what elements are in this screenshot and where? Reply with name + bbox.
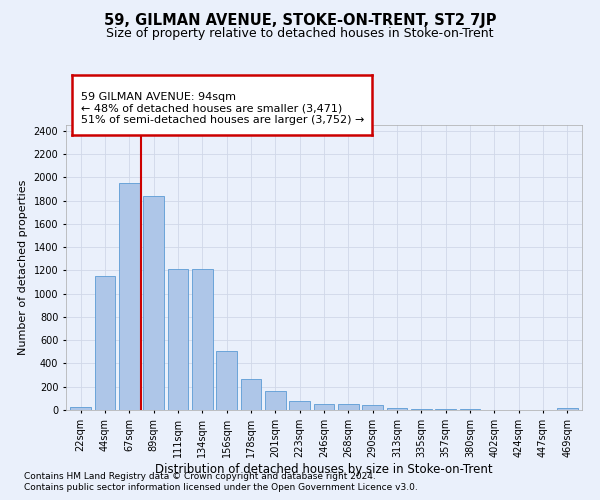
Text: Contains public sector information licensed under the Open Government Licence v3: Contains public sector information licen… (24, 484, 418, 492)
Bar (241, 379, 262, 410)
Y-axis label: Number of detached properties: Number of detached properties (18, 180, 28, 355)
Bar (143, 196, 164, 410)
Bar (119, 183, 140, 410)
Bar (557, 408, 578, 410)
Bar (95, 276, 115, 410)
Bar (289, 400, 310, 410)
X-axis label: Distribution of detached houses by size in Stoke-on-Trent: Distribution of detached houses by size … (155, 462, 493, 475)
Text: Size of property relative to detached houses in Stoke-on-Trent: Size of property relative to detached ho… (106, 28, 494, 40)
Bar (362, 406, 383, 410)
Bar (436, 409, 456, 410)
Bar (70, 406, 91, 410)
Bar (411, 408, 432, 410)
Bar (216, 350, 237, 410)
Bar (338, 404, 359, 410)
Bar (265, 392, 286, 410)
Text: 59 GILMAN AVENUE: 94sqm
← 48% of detached houses are smaller (3,471)
51% of semi: 59 GILMAN AVENUE: 94sqm ← 48% of detache… (81, 92, 364, 125)
Bar (386, 408, 407, 410)
Bar (192, 268, 212, 410)
Text: Contains HM Land Registry data © Crown copyright and database right 2024.: Contains HM Land Registry data © Crown c… (24, 472, 376, 481)
Text: 59, GILMAN AVENUE, STOKE-ON-TRENT, ST2 7JP: 59, GILMAN AVENUE, STOKE-ON-TRENT, ST2 7… (104, 12, 496, 28)
Bar (167, 268, 188, 410)
Bar (314, 404, 334, 410)
